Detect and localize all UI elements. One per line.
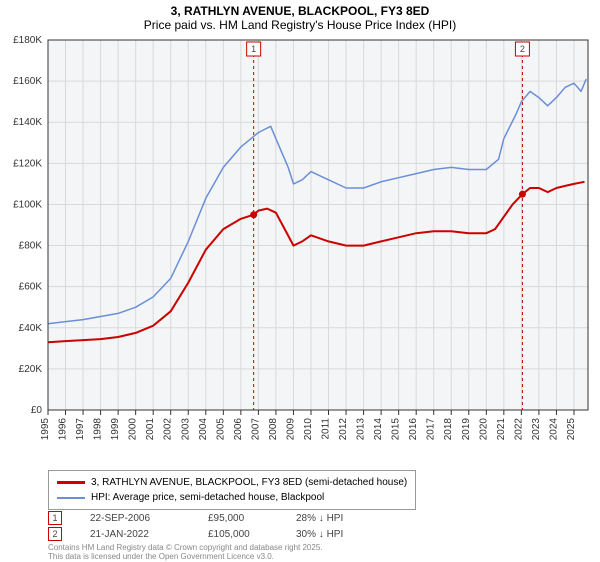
chart-svg: £0 £20K £40K £60K £80K £100K £120K £140K £160K £1… [0, 34, 600, 464]
svg-text:2: 2 [520, 44, 525, 54]
svg-text:£160K: £160K [13, 76, 42, 87]
legend-swatch-price [57, 481, 85, 484]
footer: Contains HM Land Registry data © Crown c… [48, 544, 323, 562]
marker-badge-1: 1 [48, 511, 62, 525]
svg-text:£40K: £40K [19, 323, 43, 334]
svg-text:2016: 2016 [408, 418, 419, 441]
svg-text:2006: 2006 [233, 418, 244, 441]
svg-text:2008: 2008 [268, 418, 279, 441]
svg-text:2013: 2013 [356, 418, 367, 441]
svg-text:2002: 2002 [163, 418, 174, 441]
svg-text:2005: 2005 [215, 418, 226, 441]
svg-text:2014: 2014 [373, 418, 384, 441]
svg-text:2024: 2024 [548, 418, 559, 441]
marker-price-2: £105,000 [208, 529, 268, 540]
markers-table: 1 22-SEP-2006 £95,000 28% ↓ HPI 2 21-JAN… [48, 510, 386, 542]
svg-text:2022: 2022 [513, 418, 524, 441]
title-address: 3, RATHLYN AVENUE, BLACKPOOL, FY3 8ED [0, 4, 600, 18]
svg-text:2004: 2004 [198, 418, 209, 441]
marker-row-1: 1 22-SEP-2006 £95,000 28% ↓ HPI [48, 510, 386, 526]
svg-text:2010: 2010 [303, 418, 314, 441]
legend-label-hpi: HPI: Average price, semi-detached house,… [91, 490, 324, 505]
svg-text:1997: 1997 [75, 418, 86, 441]
marker-badge-2: 2 [48, 527, 62, 541]
marker-date-2: 21-JAN-2022 [90, 529, 180, 540]
svg-text:£100K: £100K [13, 199, 42, 210]
svg-text:2011: 2011 [321, 418, 332, 440]
legend-item-price: 3, RATHLYN AVENUE, BLACKPOOL, FY3 8ED (s… [57, 475, 407, 490]
svg-text:1999: 1999 [110, 418, 121, 441]
svg-text:£0: £0 [31, 405, 43, 416]
chart-container: 3, RATHLYN AVENUE, BLACKPOOL, FY3 8ED Pr… [0, 0, 600, 560]
title-subtitle: Price paid vs. HM Land Registry's House … [0, 18, 600, 32]
legend-item-hpi: HPI: Average price, semi-detached house,… [57, 490, 407, 505]
svg-text:£80K: £80K [19, 241, 43, 252]
svg-text:£20K: £20K [19, 364, 43, 375]
svg-text:£60K: £60K [19, 282, 43, 293]
svg-text:2020: 2020 [478, 418, 489, 441]
svg-text:2009: 2009 [285, 418, 296, 441]
legend-label-price: 3, RATHLYN AVENUE, BLACKPOOL, FY3 8ED (s… [91, 475, 407, 490]
svg-text:1996: 1996 [58, 418, 69, 441]
chart-area: £0 £20K £40K £60K £80K £100K £120K £140K £160K £1… [0, 34, 600, 464]
svg-text:2018: 2018 [443, 418, 454, 441]
marker-delta-1: 28% ↓ HPI [296, 513, 386, 524]
svg-text:£120K: £120K [13, 158, 42, 169]
svg-text:1: 1 [251, 44, 256, 54]
marker-delta-2: 30% ↓ HPI [296, 529, 386, 540]
svg-text:2000: 2000 [128, 418, 139, 441]
svg-text:2025: 2025 [566, 418, 577, 441]
svg-text:1995: 1995 [40, 418, 51, 441]
svg-text:2003: 2003 [180, 418, 191, 441]
marker-date-1: 22-SEP-2006 [90, 513, 180, 524]
legend-swatch-hpi [57, 497, 85, 499]
marker-price-1: £95,000 [208, 513, 268, 524]
svg-text:2015: 2015 [391, 418, 402, 441]
footer-line2: This data is licensed under the Open Gov… [48, 553, 323, 562]
svg-text:2023: 2023 [531, 418, 542, 441]
legend: 3, RATHLYN AVENUE, BLACKPOOL, FY3 8ED (s… [48, 470, 416, 510]
svg-text:£180K: £180K [13, 35, 42, 46]
svg-text:1998: 1998 [93, 418, 104, 441]
svg-text:2021: 2021 [496, 418, 507, 441]
svg-text:2007: 2007 [250, 418, 261, 441]
svg-text:2017: 2017 [426, 418, 437, 441]
title-block: 3, RATHLYN AVENUE, BLACKPOOL, FY3 8ED Pr… [0, 0, 600, 34]
svg-text:£140K: £140K [13, 117, 42, 128]
marker-row-2: 2 21-JAN-2022 £105,000 30% ↓ HPI [48, 526, 386, 542]
svg-text:2001: 2001 [145, 418, 156, 441]
svg-text:2012: 2012 [338, 418, 349, 441]
svg-text:2019: 2019 [461, 418, 472, 441]
